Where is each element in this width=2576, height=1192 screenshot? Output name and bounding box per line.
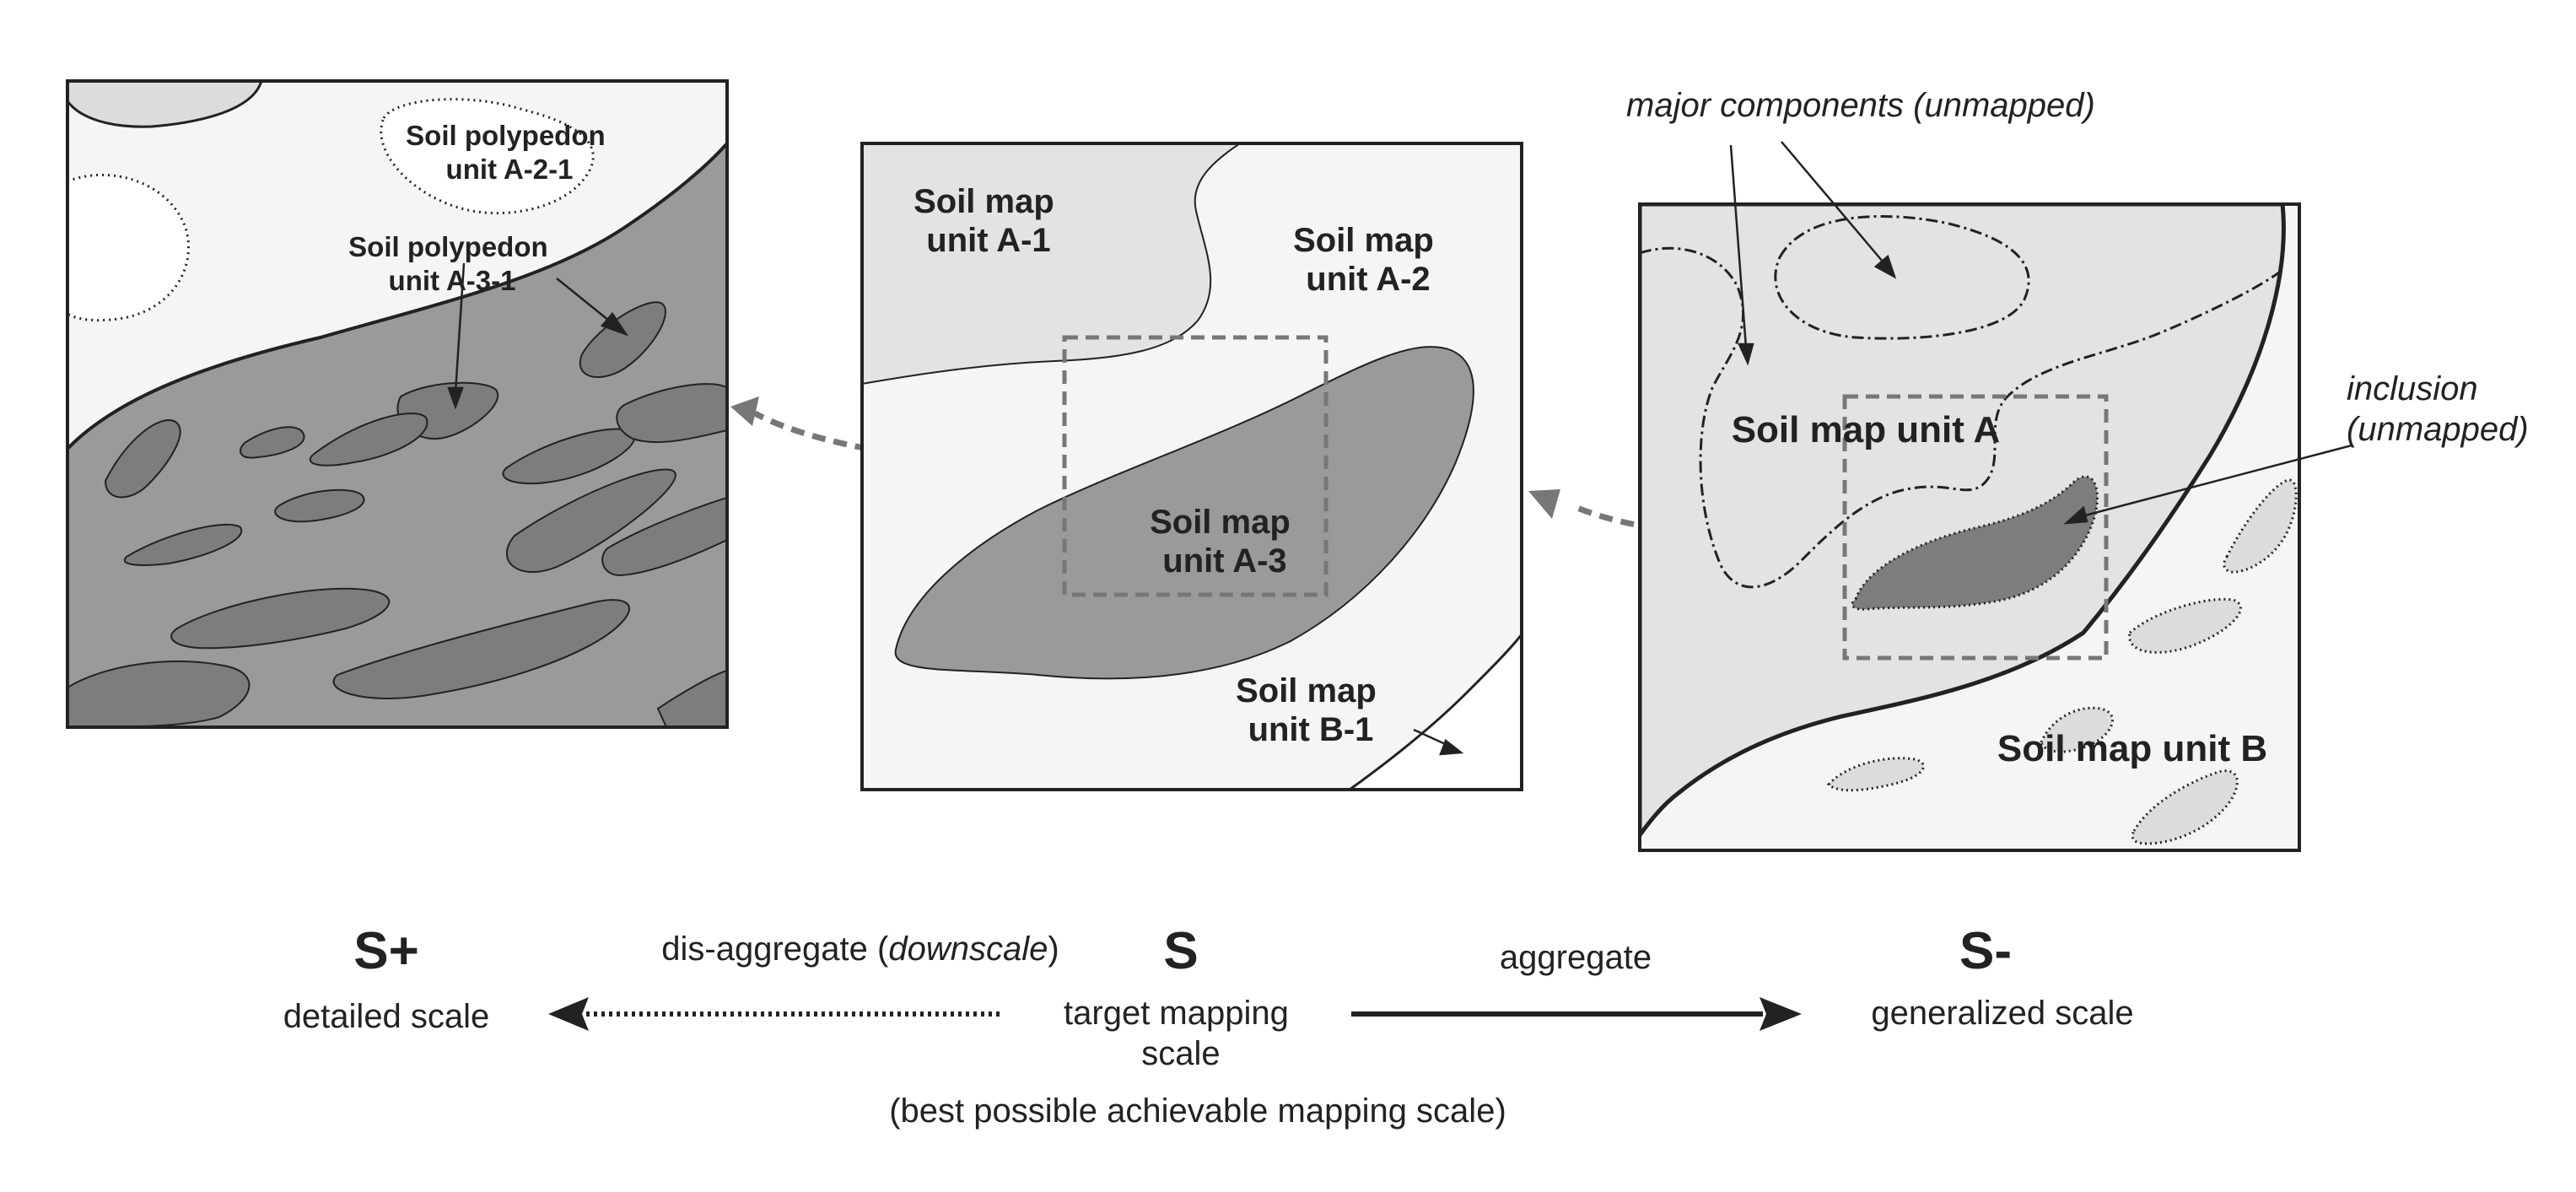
s-label: S — [1163, 922, 1198, 980]
unit-b-inclusions — [1826, 478, 2298, 845]
aggregate-solid-arrow — [1351, 997, 1802, 1031]
polypedon-leader-arrows — [447, 262, 629, 410]
generalized-panel-frame — [1638, 202, 2301, 852]
zoom-box-right — [1842, 394, 2109, 661]
unit-a1-area — [862, 143, 1242, 386]
inclusion-shape — [1851, 475, 2099, 611]
polypedon-a31-label: Soil polypedon unit A-3-1 — [348, 231, 556, 296]
unit-a3-area — [894, 346, 1474, 680]
white-inclusion — [67, 174, 190, 322]
unit-b1-arrow — [1413, 728, 1464, 756]
major-component-outer — [1640, 246, 2283, 589]
unit-b1-area — [1347, 632, 1522, 790]
unit-a2-label: Soil map unit A-2 — [1293, 222, 1443, 298]
aggregate-label: aggregate — [1500, 939, 1652, 976]
generalized-scale-panel: major components (unmapped) inclusion (u… — [1626, 87, 2529, 852]
s-minus-label: S- — [1959, 922, 2012, 980]
detailed-scale-label: detailed scale — [283, 998, 490, 1035]
unit-a1-label: Soil map unit A-1 — [913, 183, 1064, 259]
unit-a-label: Soil map unit A — [1732, 409, 2001, 450]
target-scale-panel: Soil map unit A-1 Soil map unit A-2 Soil… — [860, 142, 1523, 791]
right-panel-leader-arrows — [1729, 141, 2352, 525]
detailed-scale-panel: Soil polypedon unit A-2-1 Soil polypedon… — [66, 79, 729, 729]
inclusion-label: inclusion (unmapped) — [2347, 370, 2529, 448]
unit-a3-label: Soil map unit A-3 — [1150, 504, 1300, 580]
s-plus-label: S+ — [353, 922, 419, 980]
major-components-label: major components (unmapped) — [1626, 87, 2095, 124]
disaggregate-label: dis-aggregate (downscale) — [661, 930, 1059, 968]
detailed-panel-frame — [66, 79, 729, 729]
zoom-box-middle — [1062, 335, 1328, 597]
best-achievable-label: (best possible achievable mapping scale) — [889, 1092, 1506, 1130]
major-component-inner — [1774, 215, 2030, 340]
unit-b1-label: Soil map unit B-1 — [1236, 672, 1386, 748]
scale-bar: S+ detailed scale dis-aggregate (downsca… — [283, 922, 2134, 1130]
target-panel-frame — [860, 142, 1523, 791]
disaggregate-dotted-arrow — [548, 997, 1000, 1031]
polypedon-blobs — [67, 301, 727, 727]
target-scale-label: target mapping scale — [1064, 995, 1298, 1072]
polypedon-a21-shape — [380, 98, 595, 215]
generalized-scale-label: generalized scale — [1871, 995, 2133, 1032]
unit-b-label: Soil map unit B — [1997, 728, 2267, 769]
corner-unit — [67, 81, 263, 128]
polypedon-a21-label: Soil polypedon unit A-2-1 — [406, 120, 613, 185]
